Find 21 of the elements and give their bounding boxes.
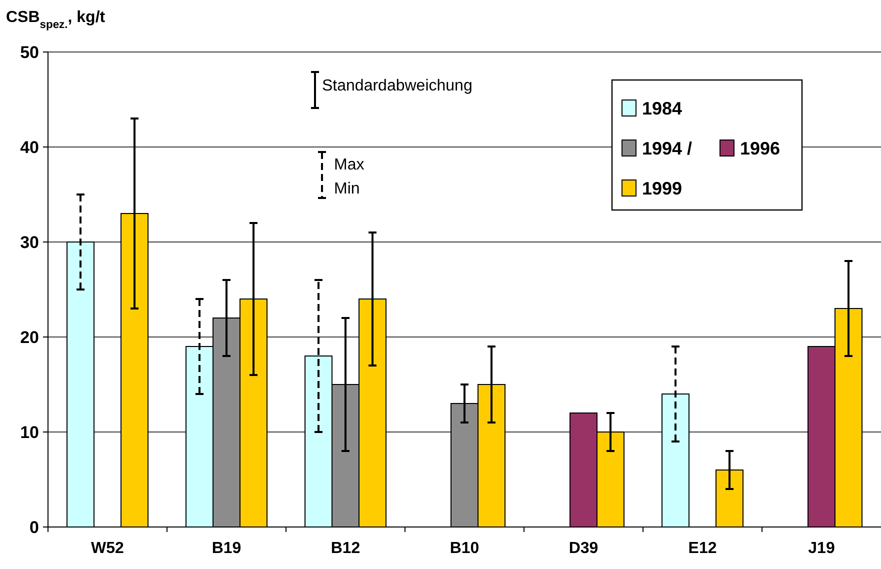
legend-label: 1999 xyxy=(642,178,682,198)
annotation: Max xyxy=(334,156,364,174)
x-tick-label: W52 xyxy=(91,540,124,557)
annotation: Standardabweichung xyxy=(322,78,472,95)
y-tick-label: 40 xyxy=(20,138,39,157)
x-tick-label: B10 xyxy=(450,540,480,557)
x-tick-label: B12 xyxy=(330,540,360,557)
y-tick-label: 10 xyxy=(20,422,39,442)
y-tick-label: 0 xyxy=(30,518,39,537)
y-tick-label: 30 xyxy=(20,232,39,252)
legend-label: 1984 xyxy=(642,98,682,118)
x-tick-label: B19 xyxy=(212,540,242,557)
legend-label: 1994 / xyxy=(642,138,692,158)
y-tick-label: 20 xyxy=(20,328,39,347)
x-tick-label: J19 xyxy=(808,540,835,557)
x-tick-label: E12 xyxy=(688,540,717,557)
y-axis-title: CSB$_{spez.}$, kg/t xyxy=(6,9,106,31)
annotation: Min xyxy=(334,180,360,198)
x-tick-label: D39 xyxy=(568,540,598,557)
legend-label: 1996 xyxy=(740,138,780,158)
y-tick-label: 50 xyxy=(20,42,39,62)
